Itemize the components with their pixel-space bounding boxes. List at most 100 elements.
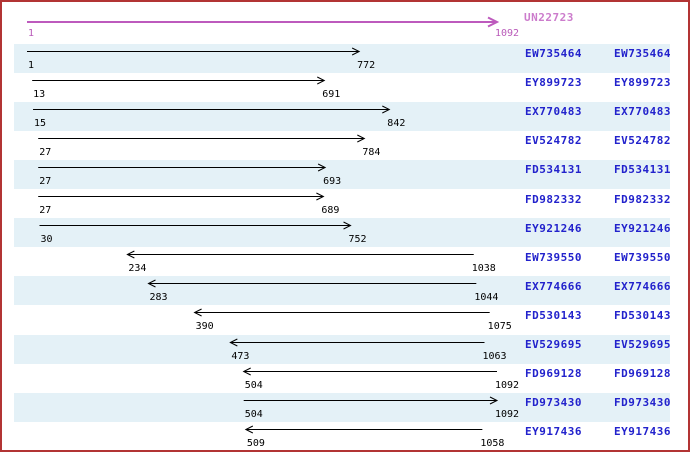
accession-link-secondary[interactable]: EY899723 bbox=[614, 76, 671, 90]
accession-link-secondary[interactable]: EX774666 bbox=[614, 279, 671, 293]
row-background-band bbox=[14, 392, 670, 422]
alignment-row: 27 689 FD982332 FD982332 bbox=[2, 189, 688, 219]
row-background-band bbox=[14, 43, 670, 73]
alignment-arrow bbox=[243, 396, 499, 405]
accession-link-primary[interactable]: FD534131 bbox=[525, 163, 582, 177]
accession-link-primary[interactable]: EX770483 bbox=[525, 105, 582, 119]
alignment-end-coord: 689 bbox=[321, 205, 340, 216]
accession-link-secondary[interactable]: EY917436 bbox=[614, 425, 671, 439]
accession-link-primary[interactable]: FD969128 bbox=[525, 367, 582, 381]
alignment-arrow bbox=[38, 192, 325, 201]
alignment-start-coord: 27 bbox=[39, 175, 52, 187]
alignment-row: 30 752 EY921246 EY921246 bbox=[2, 218, 688, 248]
row-background-band bbox=[14, 130, 670, 160]
alignment-row: 504 1092 FD969128 FD969128 bbox=[2, 363, 688, 393]
accession-link-primary[interactable]: EY921246 bbox=[525, 221, 582, 235]
alignment-arrow bbox=[244, 425, 483, 434]
alignment-arrow bbox=[193, 308, 490, 317]
accession-link-primary[interactable]: FD982332 bbox=[525, 192, 582, 206]
alignment-row: 13 691 EY899723 EY899723 bbox=[2, 72, 688, 102]
alignment-row: 27 784 EV524782 EV524782 bbox=[2, 130, 688, 160]
alignment-end-coord: 1075 bbox=[487, 321, 512, 333]
alignment-arrow bbox=[32, 76, 326, 85]
row-background-band bbox=[14, 218, 670, 248]
alignment-start-coord: 509 bbox=[246, 437, 265, 449]
alignment-start-coord: 504 bbox=[244, 379, 263, 391]
accession-link-primary[interactable]: EX774666 bbox=[525, 279, 582, 293]
row-background-band bbox=[14, 276, 670, 306]
alignment-end-coord: 693 bbox=[323, 175, 342, 187]
alignment-row: 504 1092 FD973430 FD973430 bbox=[2, 392, 688, 422]
accession-link-secondary[interactable]: FD982332 bbox=[614, 192, 671, 206]
alignment-end-coord: 1038 bbox=[471, 263, 496, 275]
row-background-band bbox=[14, 189, 670, 219]
alignment-row: 27 693 FD534131 FD534131 bbox=[2, 159, 688, 189]
alignment-start-coord: 30 bbox=[40, 234, 53, 246]
reference-start-coord: 1 bbox=[28, 28, 35, 39]
row-background-band bbox=[14, 72, 670, 102]
accession-link-secondary[interactable]: FD973430 bbox=[614, 396, 671, 410]
alignment-start-coord: 13 bbox=[33, 88, 46, 100]
reference-name-link[interactable]: UN22723 bbox=[524, 11, 574, 24]
alignment-row: 1 772 EW735464 EW735464 bbox=[2, 43, 688, 73]
accession-link-primary[interactable]: FD530143 bbox=[525, 308, 582, 322]
alignment-row: 234 1038 EW739550 EW739550 bbox=[2, 247, 688, 277]
alignment-start-coord: 27 bbox=[39, 205, 52, 216]
reference-track: 1 1092 UN22723 bbox=[2, 2, 688, 43]
alignment-row: 283 1044 EX774666 EX774666 bbox=[2, 276, 688, 306]
alignment-arrow bbox=[39, 221, 352, 230]
row-background-band bbox=[14, 421, 670, 450]
row-background-band bbox=[14, 363, 670, 393]
alignment-end-coord: 1044 bbox=[474, 292, 499, 304]
alignment-start-coord: 473 bbox=[231, 350, 250, 362]
row-background-band bbox=[14, 305, 670, 335]
alignment-arrow bbox=[229, 338, 485, 346]
alignment-arrow bbox=[38, 163, 327, 172]
accession-link-secondary[interactable]: EV529695 bbox=[614, 338, 671, 351]
row-background-band bbox=[14, 247, 670, 277]
alignment-start-coord: 504 bbox=[244, 408, 263, 420]
alignment-end-coord: 784 bbox=[362, 146, 381, 158]
alignment-start-coord: 27 bbox=[39, 146, 52, 158]
alignment-arrow bbox=[126, 250, 474, 259]
alignment-arrow bbox=[27, 47, 361, 55]
accession-link-primary[interactable]: FD973430 bbox=[525, 396, 582, 410]
row-background-band bbox=[14, 101, 670, 131]
alignment-start-coord: 390 bbox=[195, 321, 214, 333]
alignment-end-coord: 752 bbox=[348, 234, 367, 246]
alignment-arrow bbox=[38, 134, 366, 143]
reference-arrow bbox=[27, 16, 500, 28]
row-background-band bbox=[14, 334, 670, 364]
accession-link-secondary[interactable]: EX770483 bbox=[614, 105, 671, 119]
alignment-end-coord: 691 bbox=[322, 88, 341, 100]
accession-link-primary[interactable]: EY917436 bbox=[525, 425, 582, 439]
alignment-end-coord: 842 bbox=[387, 117, 406, 129]
alignment-end-coord: 772 bbox=[357, 59, 376, 71]
alignment-start-coord: 15 bbox=[34, 117, 47, 129]
alignment-row: 390 1075 FD530143 FD530143 bbox=[2, 305, 688, 335]
accession-link-secondary[interactable]: EW739550 bbox=[614, 250, 671, 264]
alignment-end-coord: 1092 bbox=[495, 408, 520, 420]
alignment-row: 473 1063 EV529695 EV529695 bbox=[2, 334, 688, 364]
accession-link-secondary[interactable]: FD969128 bbox=[614, 367, 671, 381]
accession-link-secondary[interactable]: FD530143 bbox=[614, 308, 671, 322]
alignment-arrow bbox=[242, 367, 497, 376]
accession-link-primary[interactable]: EW739550 bbox=[525, 250, 582, 264]
accession-link-primary[interactable]: EV529695 bbox=[525, 338, 582, 351]
accession-link-secondary[interactable]: EY921246 bbox=[614, 221, 671, 235]
reference-end-coord: 1092 bbox=[495, 28, 520, 39]
accession-link-primary[interactable]: EV524782 bbox=[525, 134, 582, 148]
accession-link-primary[interactable]: EY899723 bbox=[525, 76, 582, 90]
alignment-arrow bbox=[33, 105, 391, 114]
alignment-row: 15 842 EX770483 EX770483 bbox=[2, 101, 688, 131]
accession-link-secondary[interactable]: FD534131 bbox=[614, 163, 671, 177]
row-background-band bbox=[14, 159, 670, 189]
alignment-end-coord: 1063 bbox=[482, 350, 507, 362]
accession-link-secondary[interactable]: EV524782 bbox=[614, 134, 671, 148]
accession-link-primary[interactable]: EW735464 bbox=[525, 47, 582, 60]
alignment-start-coord: 234 bbox=[128, 263, 147, 275]
alignment-end-coord: 1092 bbox=[495, 379, 520, 391]
alignment-end-coord: 1058 bbox=[480, 437, 505, 449]
accession-link-secondary[interactable]: EW735464 bbox=[614, 47, 671, 60]
